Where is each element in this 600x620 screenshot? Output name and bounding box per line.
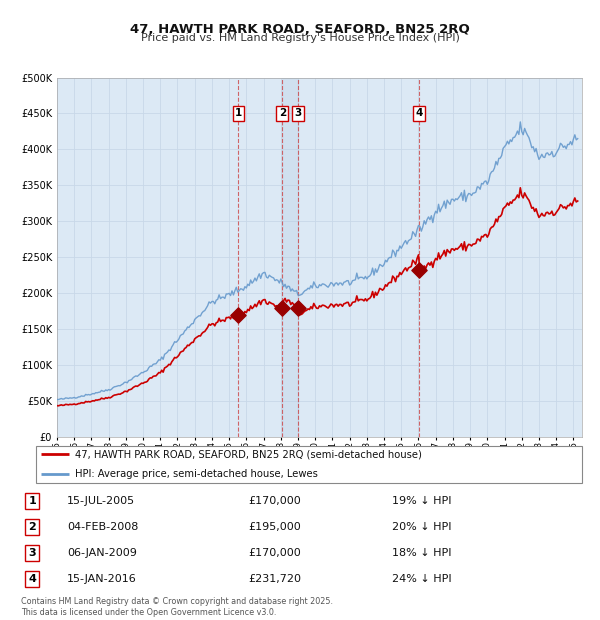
Text: £195,000: £195,000 — [248, 522, 301, 532]
Text: 19% ↓ HPI: 19% ↓ HPI — [392, 496, 452, 506]
Text: 4: 4 — [416, 108, 423, 118]
Text: Contains HM Land Registry data © Crown copyright and database right 2025.
This d: Contains HM Land Registry data © Crown c… — [21, 598, 333, 617]
Text: 15-JAN-2016: 15-JAN-2016 — [67, 574, 137, 584]
Text: HPI: Average price, semi-detached house, Lewes: HPI: Average price, semi-detached house,… — [74, 469, 317, 479]
Text: 15-JUL-2005: 15-JUL-2005 — [67, 496, 135, 506]
Text: 47, HAWTH PARK ROAD, SEAFORD, BN25 2RQ (semi-detached house): 47, HAWTH PARK ROAD, SEAFORD, BN25 2RQ (… — [74, 450, 421, 459]
Text: 2: 2 — [29, 522, 36, 532]
Text: Price paid vs. HM Land Registry's House Price Index (HPI): Price paid vs. HM Land Registry's House … — [140, 33, 460, 43]
Text: £170,000: £170,000 — [248, 496, 301, 506]
Text: 04-FEB-2008: 04-FEB-2008 — [67, 522, 139, 532]
Text: 3: 3 — [295, 108, 302, 118]
Text: 47, HAWTH PARK ROAD, SEAFORD, BN25 2RQ: 47, HAWTH PARK ROAD, SEAFORD, BN25 2RQ — [130, 23, 470, 36]
Point — [278, 303, 287, 313]
Point — [415, 265, 424, 275]
Point — [233, 310, 243, 320]
Text: 24% ↓ HPI: 24% ↓ HPI — [392, 574, 452, 584]
FancyBboxPatch shape — [36, 446, 583, 483]
Text: 1: 1 — [29, 496, 36, 506]
Text: £231,720: £231,720 — [248, 574, 301, 584]
Text: 06-JAN-2009: 06-JAN-2009 — [67, 548, 137, 558]
Bar — [283, 78, 298, 437]
Point — [293, 303, 303, 313]
Text: £170,000: £170,000 — [248, 548, 301, 558]
Text: 18% ↓ HPI: 18% ↓ HPI — [392, 548, 452, 558]
Text: 1: 1 — [235, 108, 242, 118]
Text: 3: 3 — [29, 548, 36, 558]
Text: 2: 2 — [278, 108, 286, 118]
Text: 4: 4 — [28, 574, 37, 584]
Text: 20% ↓ HPI: 20% ↓ HPI — [392, 522, 452, 532]
